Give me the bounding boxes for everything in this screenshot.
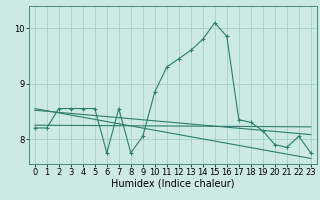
- X-axis label: Humidex (Indice chaleur): Humidex (Indice chaleur): [111, 179, 235, 189]
